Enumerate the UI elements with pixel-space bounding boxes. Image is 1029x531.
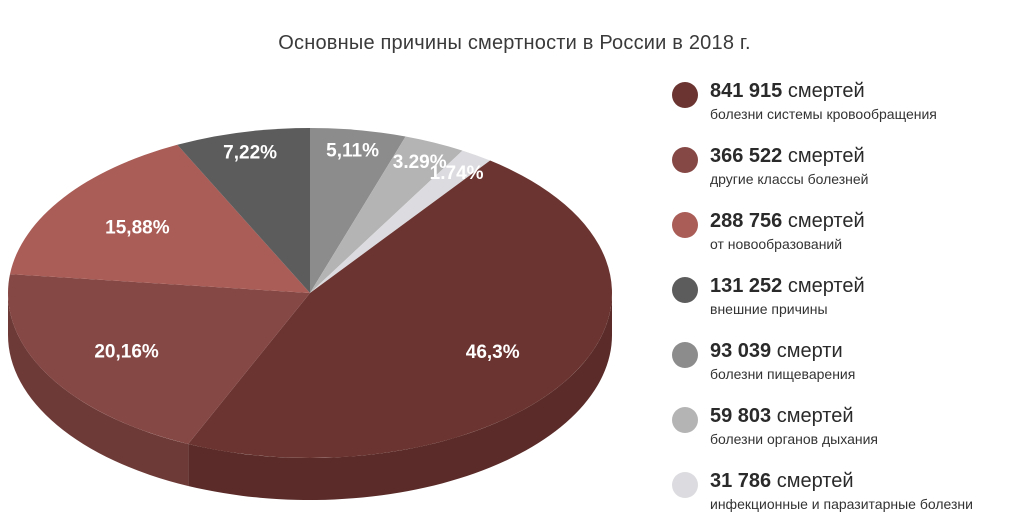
- legend-item: 31 786 смертей инфекционные и паразитарны…: [672, 464, 1029, 529]
- legend-count-value: 841 915: [710, 80, 783, 102]
- legend-swatch: [672, 342, 698, 368]
- legend-item: 131 252 смертей внешние причины: [672, 269, 1029, 334]
- legend-cause: от новообразований: [710, 236, 843, 252]
- slice-label-2: 15,88%: [105, 217, 170, 238]
- legend-count-value: 31 786: [710, 470, 772, 492]
- legend-count: 93 039 смерти: [710, 340, 843, 363]
- pie-slice-5: [310, 136, 463, 293]
- pie-slice-0: [188, 160, 612, 458]
- legend-swatch: [672, 407, 698, 433]
- slice-label-1: 20,16%: [94, 341, 159, 362]
- legend-cause: другие классы болезней: [710, 171, 869, 187]
- legend-count-value: 131 252: [710, 275, 783, 297]
- legend-count-unit: смертей: [782, 275, 865, 297]
- legend-count-unit: смертей: [771, 405, 854, 427]
- legend-item: 366 522 смертей другие классы болезней: [672, 139, 1029, 204]
- legend-count-value: 59 803: [710, 405, 772, 427]
- pie-side-1: [8, 293, 189, 486]
- legend-count: 366 522 смертей: [710, 145, 865, 168]
- legend-swatch: [672, 277, 698, 303]
- pie-slice-3: [177, 128, 310, 293]
- slice-label-5: 3.29%: [393, 152, 447, 173]
- legend-count: 59 803 смертей: [710, 405, 854, 428]
- legend-swatch: [672, 147, 698, 173]
- legend-item: 288 756 смертей от новообразований: [672, 204, 1029, 269]
- legend-swatch: [672, 472, 698, 498]
- legend-count-value: 288 756: [710, 210, 783, 232]
- pie-slice-2: [9, 144, 310, 293]
- legend-count: 841 915 смертей: [710, 80, 865, 103]
- legend-cause: внешние причины: [710, 301, 828, 317]
- legend-count-unit: смертей: [782, 145, 865, 167]
- pie-side-0: [188, 293, 613, 500]
- slice-label-0: 46,3%: [466, 342, 520, 363]
- legend-item: 93 039 смерти болезни пищеварения: [672, 334, 1029, 399]
- legend-count-unit: смерти: [771, 340, 843, 362]
- legend-count-unit: смертей: [782, 80, 865, 102]
- legend-item: 841 915 смертей болезни системы кровообра…: [672, 74, 1029, 139]
- slice-label-4: 5,11%: [326, 141, 379, 162]
- slice-label-6: 1.74%: [430, 163, 484, 184]
- legend-count: 288 756 смертей: [710, 210, 865, 233]
- legend-cause: болезни органов дыхания: [710, 431, 878, 447]
- legend-count: 31 786 смертей: [710, 470, 854, 493]
- legend-swatch: [672, 212, 698, 238]
- legend-cause: инфекционные и паразитарные болезни: [710, 496, 973, 512]
- legend-count-unit: смертей: [782, 210, 865, 232]
- chart-title: Основные причины смертности в России в 2…: [278, 32, 751, 54]
- legend-count: 131 252 смертей: [710, 275, 865, 298]
- legend: 841 915 смертей болезни системы кровообра…: [672, 74, 1029, 529]
- pie-slice-4: [310, 128, 406, 293]
- legend-swatch: [672, 82, 698, 108]
- legend-cause: болезни пищеварения: [710, 366, 856, 382]
- legend-count-unit: смертей: [771, 470, 854, 492]
- legend-item: 59 803 смертей болезни органов дыхания: [672, 399, 1029, 464]
- legend-count-value: 93 039: [710, 340, 772, 362]
- pie-slice-1: [8, 274, 311, 444]
- legend-count-value: 366 522: [710, 145, 783, 167]
- pie-slice-6: [310, 150, 491, 293]
- legend-cause: болезни системы кровообращения: [710, 106, 937, 122]
- slice-label-3: 7,22%: [223, 143, 277, 164]
